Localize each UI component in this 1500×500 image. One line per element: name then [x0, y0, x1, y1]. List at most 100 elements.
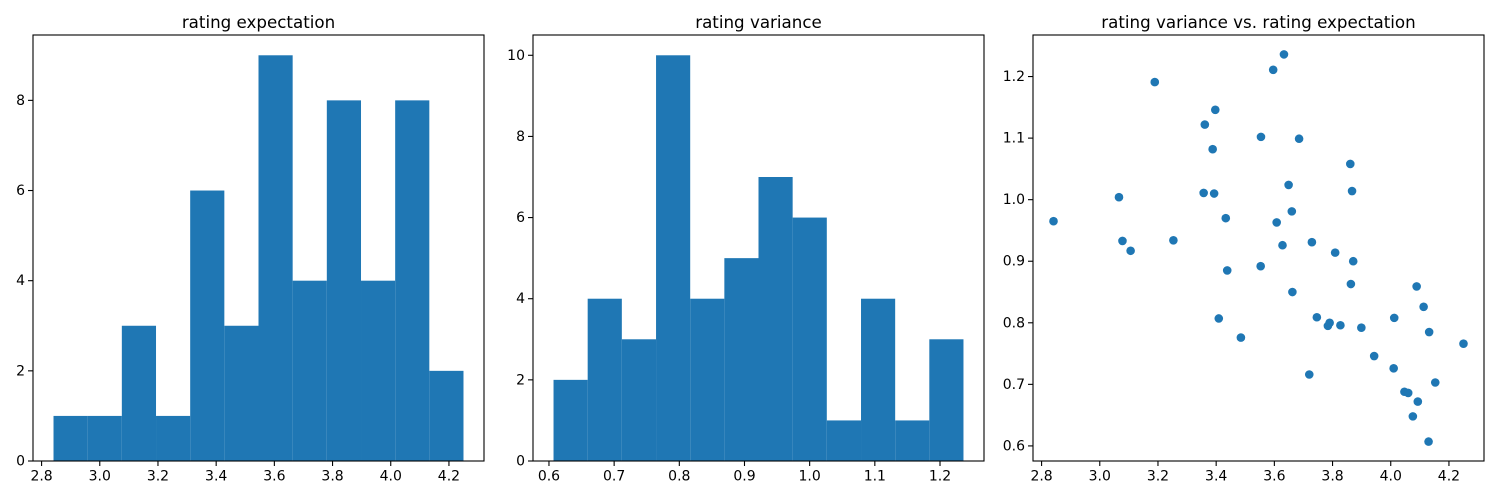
scatter-point: [1408, 412, 1418, 421]
scatter-point: [1389, 313, 1399, 323]
x-tick-label: 3.0: [89, 469, 111, 485]
histogram-bar: [861, 298, 896, 461]
scatter-point: [1312, 312, 1322, 322]
x-tick-label: 3.6: [1263, 469, 1285, 485]
histogram-rating-variance: 0.6 0.7 0.8 0.9 1.0 1.1 1.2 0 2 4 6 8 10 rating varia…: [507, 12, 985, 485]
scatter-point: [1412, 282, 1421, 291]
y-tick-label: 0: [16, 454, 25, 470]
x-tick-label: 3.4: [205, 469, 227, 485]
scatter-point: [1150, 77, 1160, 87]
histogram-bar: [121, 325, 157, 461]
scatter-point: [1346, 279, 1356, 289]
plot-frame: [1032, 34, 1485, 462]
histogram-bar: [587, 298, 622, 461]
histogram-bar: [292, 280, 327, 461]
scatter-point: [1304, 370, 1314, 379]
x-tick-label: 4.2: [438, 469, 460, 485]
histogram-bar: [792, 217, 827, 461]
histogram-bar: [224, 325, 259, 461]
scatter-point: [1288, 287, 1297, 297]
histogram-bar: [361, 280, 396, 461]
x-tick-label: 3.8: [321, 469, 343, 485]
x-tick-label: 4.0: [1380, 469, 1402, 485]
scatter-point: [1348, 256, 1358, 266]
scatter-point: [1284, 180, 1293, 190]
y-tick-label: 6: [16, 183, 25, 199]
scatter-point: [1208, 144, 1217, 154]
y-tick-label: 1.2: [1003, 69, 1025, 85]
histogram-bar: [690, 298, 725, 461]
chart-title: rating variance: [695, 12, 822, 32]
x-tick-label: 4.2: [1438, 469, 1460, 485]
scatter-point: [1199, 188, 1208, 198]
scatter-rating-variance-vs-expectation: 2.8 3.0 3.2 3.4 3.6 3.8 4.0 4.2 0.6 0.7 0.8 0.9 1.0 1…: [1003, 12, 1485, 485]
histogram-bar: [429, 370, 464, 461]
y-tick-label: 0.9: [1003, 254, 1025, 270]
histogram-bar: [929, 339, 964, 461]
x-tick-label: 0.8: [668, 469, 690, 485]
x-tick-label: 3.2: [147, 469, 169, 485]
scatter-point: [1430, 378, 1440, 387]
x-tick-label: 0.9: [733, 469, 755, 485]
scatter-point: [1272, 218, 1281, 227]
scatter-point: [1236, 333, 1246, 342]
scatter-point: [1118, 236, 1127, 246]
x-tick-label: 0.7: [603, 469, 625, 485]
x-tick-label: 4.0: [380, 469, 402, 485]
histogram-bar: [395, 100, 430, 461]
scatter-point: [1200, 120, 1210, 129]
scatter-point: [1347, 186, 1357, 196]
y-tick-label: 0: [516, 454, 525, 470]
scatter-point: [1330, 248, 1340, 257]
y-tick-label: 4: [516, 291, 525, 307]
y-tick-label: 2: [16, 363, 25, 379]
scatter-point: [1307, 237, 1317, 247]
scatter-point: [1346, 159, 1355, 169]
scatter-point: [1169, 236, 1178, 245]
scatter-point: [1256, 132, 1266, 142]
y-tick-label: 0.8: [1003, 315, 1025, 331]
scatter-point: [1114, 192, 1124, 202]
y-tick-label: 8: [16, 93, 25, 109]
histogram-bar: [895, 420, 930, 461]
scatter-point: [1336, 320, 1345, 330]
scatter-point: [1389, 364, 1398, 373]
histogram-bar: [621, 339, 657, 461]
scatter-point: [1325, 318, 1334, 328]
y-tick-label: 0.7: [1003, 377, 1025, 393]
x-tick-label: 2.8: [1030, 469, 1052, 485]
histogram-bar: [758, 177, 793, 461]
histogram-rating-expectation: 2.8 3.0 3.2 3.4 3.6 3.8 4.0 4.2 0 2 4 6 8 rating expe…: [16, 12, 485, 485]
scatter-point: [1279, 50, 1289, 59]
scatter-point: [1294, 134, 1304, 144]
plot-frame: [32, 34, 485, 462]
histogram-bar: [826, 420, 862, 461]
y-tick-label: 1.1: [1003, 131, 1025, 147]
x-tick-label: 3.4: [1205, 469, 1227, 485]
scatter-point: [1049, 216, 1058, 226]
scatter-point: [1369, 351, 1379, 361]
scatter-point: [1419, 302, 1428, 312]
histogram-bar: [656, 55, 691, 462]
x-tick-label: 1.2: [929, 469, 951, 485]
scatter-point: [1403, 388, 1413, 398]
histogram-bar: [53, 415, 88, 461]
histogram-bar: [190, 190, 225, 461]
scatter-point: [1287, 207, 1297, 216]
y-tick-label: 1.0: [1003, 192, 1025, 208]
scatter-point: [1256, 261, 1265, 271]
x-tick-label: 3.0: [1089, 469, 1111, 485]
y-tick-label: 2: [516, 372, 525, 388]
scatter-point: [1222, 266, 1232, 275]
histogram-bar: [156, 415, 191, 461]
scatter-point: [1210, 105, 1220, 115]
x-tick-label: 3.2: [1147, 469, 1169, 485]
chart-title: rating expectation: [182, 12, 335, 32]
scatter-point: [1221, 213, 1231, 223]
y-tick-label: 6: [516, 210, 525, 226]
scatter-point: [1424, 327, 1434, 337]
x-tick-label: 1.0: [799, 469, 821, 485]
x-tick-label: 1.1: [864, 469, 886, 485]
histogram-bar: [87, 415, 122, 461]
y-tick-label: 8: [516, 129, 525, 145]
